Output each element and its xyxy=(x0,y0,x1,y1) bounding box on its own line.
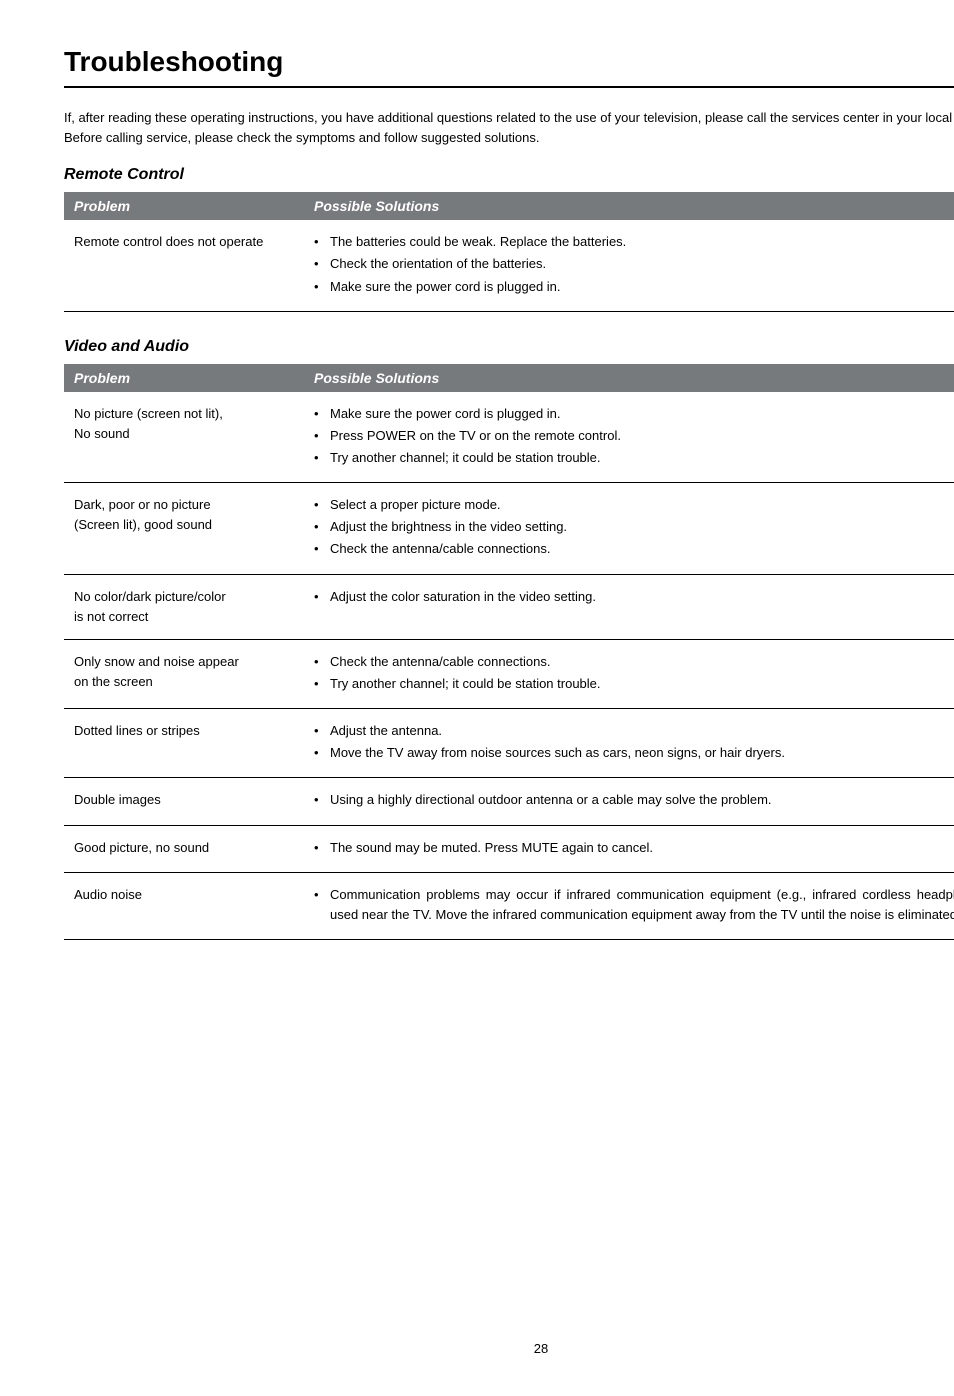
troubleshooting-table: ProblemPossible SolutionsRemote control … xyxy=(64,192,954,311)
section-heading: Remote Control xyxy=(64,166,954,184)
sections-holder: Remote ControlProblemPossible SolutionsR… xyxy=(64,166,954,940)
table-header-row: ProblemPossible Solutions xyxy=(64,364,954,392)
table-row: Audio noiseCommunication problems may oc… xyxy=(64,872,954,939)
table-row: Dotted lines or stripesAdjust the antenn… xyxy=(64,709,954,778)
troubleshooting-table: ProblemPossible SolutionsNo picture (scr… xyxy=(64,364,954,940)
section-block: Video and Audio ProblemPossible Solutions… xyxy=(64,338,954,940)
table-row: No picture (screen not lit),No soundMake… xyxy=(64,392,954,483)
problem-cell: Remote control does not operate xyxy=(64,220,304,311)
solutions-list: The sound may be muted. Press MUTE again… xyxy=(314,838,954,858)
section-block: Remote Control ProblemPossible SolutionsR… xyxy=(64,166,954,311)
solutions-cell: The batteries could be weak. Replace the… xyxy=(304,220,954,311)
solution-item: Try another channel; it could be station… xyxy=(314,674,954,694)
solution-item: Adjust the brightness in the video setti… xyxy=(314,517,954,537)
solutions-list: Adjust the color saturation in the video… xyxy=(314,587,954,607)
solutions-list: Check the antenna/cable connections.Try … xyxy=(314,652,954,694)
solution-item: Check the orientation of the batteries. xyxy=(314,254,954,274)
header-solutions: Possible Solutions xyxy=(304,192,954,220)
solution-item: Check the antenna/cable connections. xyxy=(314,539,954,559)
solutions-cell: Select a proper picture mode.Adjust the … xyxy=(304,483,954,574)
solution-item: Move the TV away from noise sources such… xyxy=(314,743,954,763)
solution-item: Adjust the antenna. xyxy=(314,721,954,741)
intro-text: If, after reading these operating instru… xyxy=(64,108,954,148)
solution-item: Try another channel; it could be station… xyxy=(314,448,954,468)
section-heading: Video and Audio xyxy=(64,338,954,356)
solutions-list: Make sure the power cord is plugged in.P… xyxy=(314,404,954,468)
problem-cell: No color/dark picture/coloris not correc… xyxy=(64,574,304,639)
problem-cell: Only snow and noise appearon the screen xyxy=(64,639,304,708)
solution-item: Adjust the color saturation in the video… xyxy=(314,587,954,607)
header-solutions: Possible Solutions xyxy=(304,364,954,392)
problem-cell: Dark, poor or no picture(Screen lit), go… xyxy=(64,483,304,574)
problem-cell: Double images xyxy=(64,778,304,825)
solution-item: Make sure the power cord is plugged in. xyxy=(314,404,954,424)
solution-item: Press POWER on the TV or on the remote c… xyxy=(314,426,954,446)
solutions-list: Communication problems may occur if infr… xyxy=(314,885,954,925)
problem-cell: Dotted lines or stripes xyxy=(64,709,304,778)
solution-item: The sound may be muted. Press MUTE again… xyxy=(314,838,954,858)
title-rule xyxy=(64,86,954,88)
solution-item: The batteries could be weak. Replace the… xyxy=(314,232,954,252)
problem-cell: No picture (screen not lit),No sound xyxy=(64,392,304,483)
page-container: Troubleshooting If, after reading these … xyxy=(64,46,954,1396)
solution-item: Make sure the power cord is plugged in. xyxy=(314,277,954,297)
solutions-list: Select a proper picture mode.Adjust the … xyxy=(314,495,954,559)
header-problem: Problem xyxy=(64,192,304,220)
page-title: Troubleshooting xyxy=(64,46,954,78)
solution-item: Using a highly directional outdoor anten… xyxy=(314,790,954,810)
solution-item: Check the antenna/cable connections. xyxy=(314,652,954,672)
solutions-cell: Using a highly directional outdoor anten… xyxy=(304,778,954,825)
solutions-list: Using a highly directional outdoor anten… xyxy=(314,790,954,810)
page-number: 28 xyxy=(64,1341,954,1356)
table-row: No color/dark picture/coloris not correc… xyxy=(64,574,954,639)
solutions-cell: Adjust the color saturation in the video… xyxy=(304,574,954,639)
table-row: Double images Using a highly directional … xyxy=(64,778,954,825)
solutions-cell: Communication problems may occur if infr… xyxy=(304,872,954,939)
problem-cell: Audio noise xyxy=(64,872,304,939)
solutions-list: Adjust the antenna.Move the TV away from… xyxy=(314,721,954,763)
problem-cell: Good picture, no sound xyxy=(64,825,304,872)
table-row: Dark, poor or no picture(Screen lit), go… xyxy=(64,483,954,574)
table-row: Good picture, no sound The sound may be m… xyxy=(64,825,954,872)
table-row: Only snow and noise appearon the screenC… xyxy=(64,639,954,708)
solution-item: Communication problems may occur if infr… xyxy=(314,885,954,925)
solutions-cell: Check the antenna/cable connections.Try … xyxy=(304,639,954,708)
intro-line-1: If, after reading these operating instru… xyxy=(64,108,954,128)
solutions-cell: Adjust the antenna.Move the TV away from… xyxy=(304,709,954,778)
solutions-cell: Make sure the power cord is plugged in.P… xyxy=(304,392,954,483)
header-problem: Problem xyxy=(64,364,304,392)
solution-item: Select a proper picture mode. xyxy=(314,495,954,515)
solutions-cell: The sound may be muted. Press MUTE again… xyxy=(304,825,954,872)
table-row: Remote control does not operate The batte… xyxy=(64,220,954,311)
intro-line-2: Before calling service, please check the… xyxy=(64,128,954,148)
solutions-list: The batteries could be weak. Replace the… xyxy=(314,232,954,296)
table-header-row: ProblemPossible Solutions xyxy=(64,192,954,220)
